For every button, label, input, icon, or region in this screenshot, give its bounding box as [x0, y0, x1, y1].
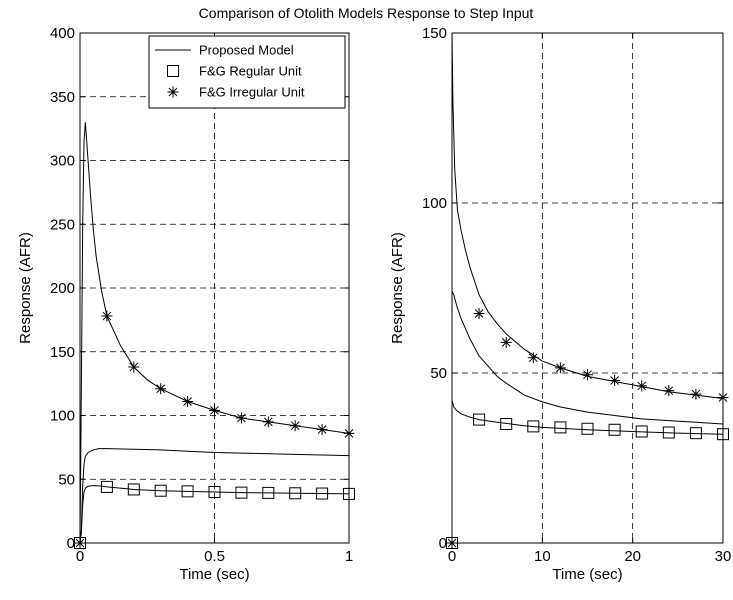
- data-point-square: [235, 486, 248, 499]
- series-group: [80, 122, 349, 544]
- data-point-star: [609, 374, 621, 386]
- x-tick-label: 0: [448, 548, 456, 565]
- y-tick-label: 200: [50, 280, 75, 297]
- y-tick-label: 50: [430, 365, 447, 382]
- y-tick-label: 0: [439, 535, 447, 552]
- data-point-star: [101, 310, 113, 322]
- y-tick-label: 100: [50, 408, 75, 425]
- data-point-square: [662, 426, 675, 439]
- data-point-square: [554, 421, 567, 434]
- data-point-square: [500, 418, 513, 430]
- data-point-square: [473, 413, 486, 426]
- data-point-star: [155, 383, 167, 395]
- x-tick-label: 20: [624, 548, 641, 565]
- data-point-star: [554, 362, 566, 374]
- data-point-square: [100, 480, 113, 493]
- x-axis-label: Time (sec): [179, 566, 249, 583]
- legend-entry: Proposed Model: [199, 43, 294, 58]
- y-tick-label: 150: [50, 344, 75, 361]
- y-tick-label: 300: [50, 153, 75, 170]
- y-axis-label: Response (AFR): [17, 232, 34, 344]
- legend-entry: F&G Irregular Unit: [199, 85, 305, 100]
- series-line-2: [452, 400, 723, 435]
- data-point-square: [181, 485, 194, 498]
- x-tick-label: 1: [345, 548, 353, 565]
- data-point-star: [289, 420, 301, 432]
- data-point-star: [316, 424, 328, 436]
- data-point-square: [581, 422, 594, 435]
- data-point-star: [473, 308, 485, 319]
- data-point-square: [289, 487, 302, 500]
- series-line-2: [80, 485, 349, 544]
- data-point-star: [690, 388, 702, 400]
- series-line-0: [80, 448, 349, 544]
- y-tick-label: 400: [50, 25, 75, 42]
- data-point-star: [209, 404, 220, 416]
- left-plot: 0 50 100 150 200 250 300 350 400 0 0.5 1 Time (sec) R…: [17, 25, 355, 583]
- data-point-square: [208, 486, 221, 498]
- legend-entry: F&G Regular Unit: [199, 64, 302, 79]
- data-point-square: [635, 425, 648, 438]
- data-point-square: [689, 427, 702, 440]
- data-point-star: [182, 395, 194, 407]
- y-tick-label: 100: [422, 195, 447, 212]
- x-tick-label: 10: [534, 548, 551, 565]
- plot-frame: [451, 32, 724, 544]
- y-tick-label: 350: [50, 89, 75, 106]
- x-tick-label: 0: [76, 548, 84, 565]
- data-point-star: [527, 352, 539, 364]
- legend: Proposed Model F&G Regular Unit F&G Irregu…: [148, 35, 346, 109]
- right-plot: 0 50 100 150 0 10 20 30 Time (sec) Response (AFR): [389, 25, 731, 583]
- data-point-star: [582, 369, 593, 381]
- series-line-1: [80, 122, 349, 544]
- figure-title: Comparison of Otolith Models Response to…: [199, 5, 534, 21]
- x-tick-label: 0.5: [204, 548, 225, 565]
- data-point-star: [128, 361, 140, 373]
- legend-box: [148, 35, 346, 109]
- y-tick-label: 150: [422, 25, 447, 42]
- x-axis-label: Time (sec): [552, 566, 622, 583]
- data-point-square: [527, 420, 540, 433]
- plot-area: [452, 33, 723, 543]
- data-point-star: [235, 412, 247, 424]
- data-point-square: [262, 486, 275, 499]
- data-point-square: [608, 423, 621, 436]
- y-tick-label: 50: [58, 471, 75, 488]
- data-point-square: [316, 487, 329, 500]
- plot-frame: [79, 32, 350, 544]
- series-line-1: [452, 291, 723, 425]
- y-tick-label: 250: [50, 216, 75, 233]
- data-point-star: [500, 336, 512, 348]
- data-point-star: [663, 385, 675, 397]
- y-tick-label: 0: [67, 535, 75, 552]
- legend-marker-square: [167, 65, 179, 77]
- data-point-square: [127, 483, 140, 496]
- x-tick-label: 30: [715, 548, 732, 565]
- y-axis-label: Response (AFR): [389, 232, 406, 344]
- data-point-star: [262, 416, 274, 428]
- legend-marker-star: [167, 86, 179, 98]
- data-point-star: [636, 380, 648, 392]
- data-point-square: [154, 484, 167, 497]
